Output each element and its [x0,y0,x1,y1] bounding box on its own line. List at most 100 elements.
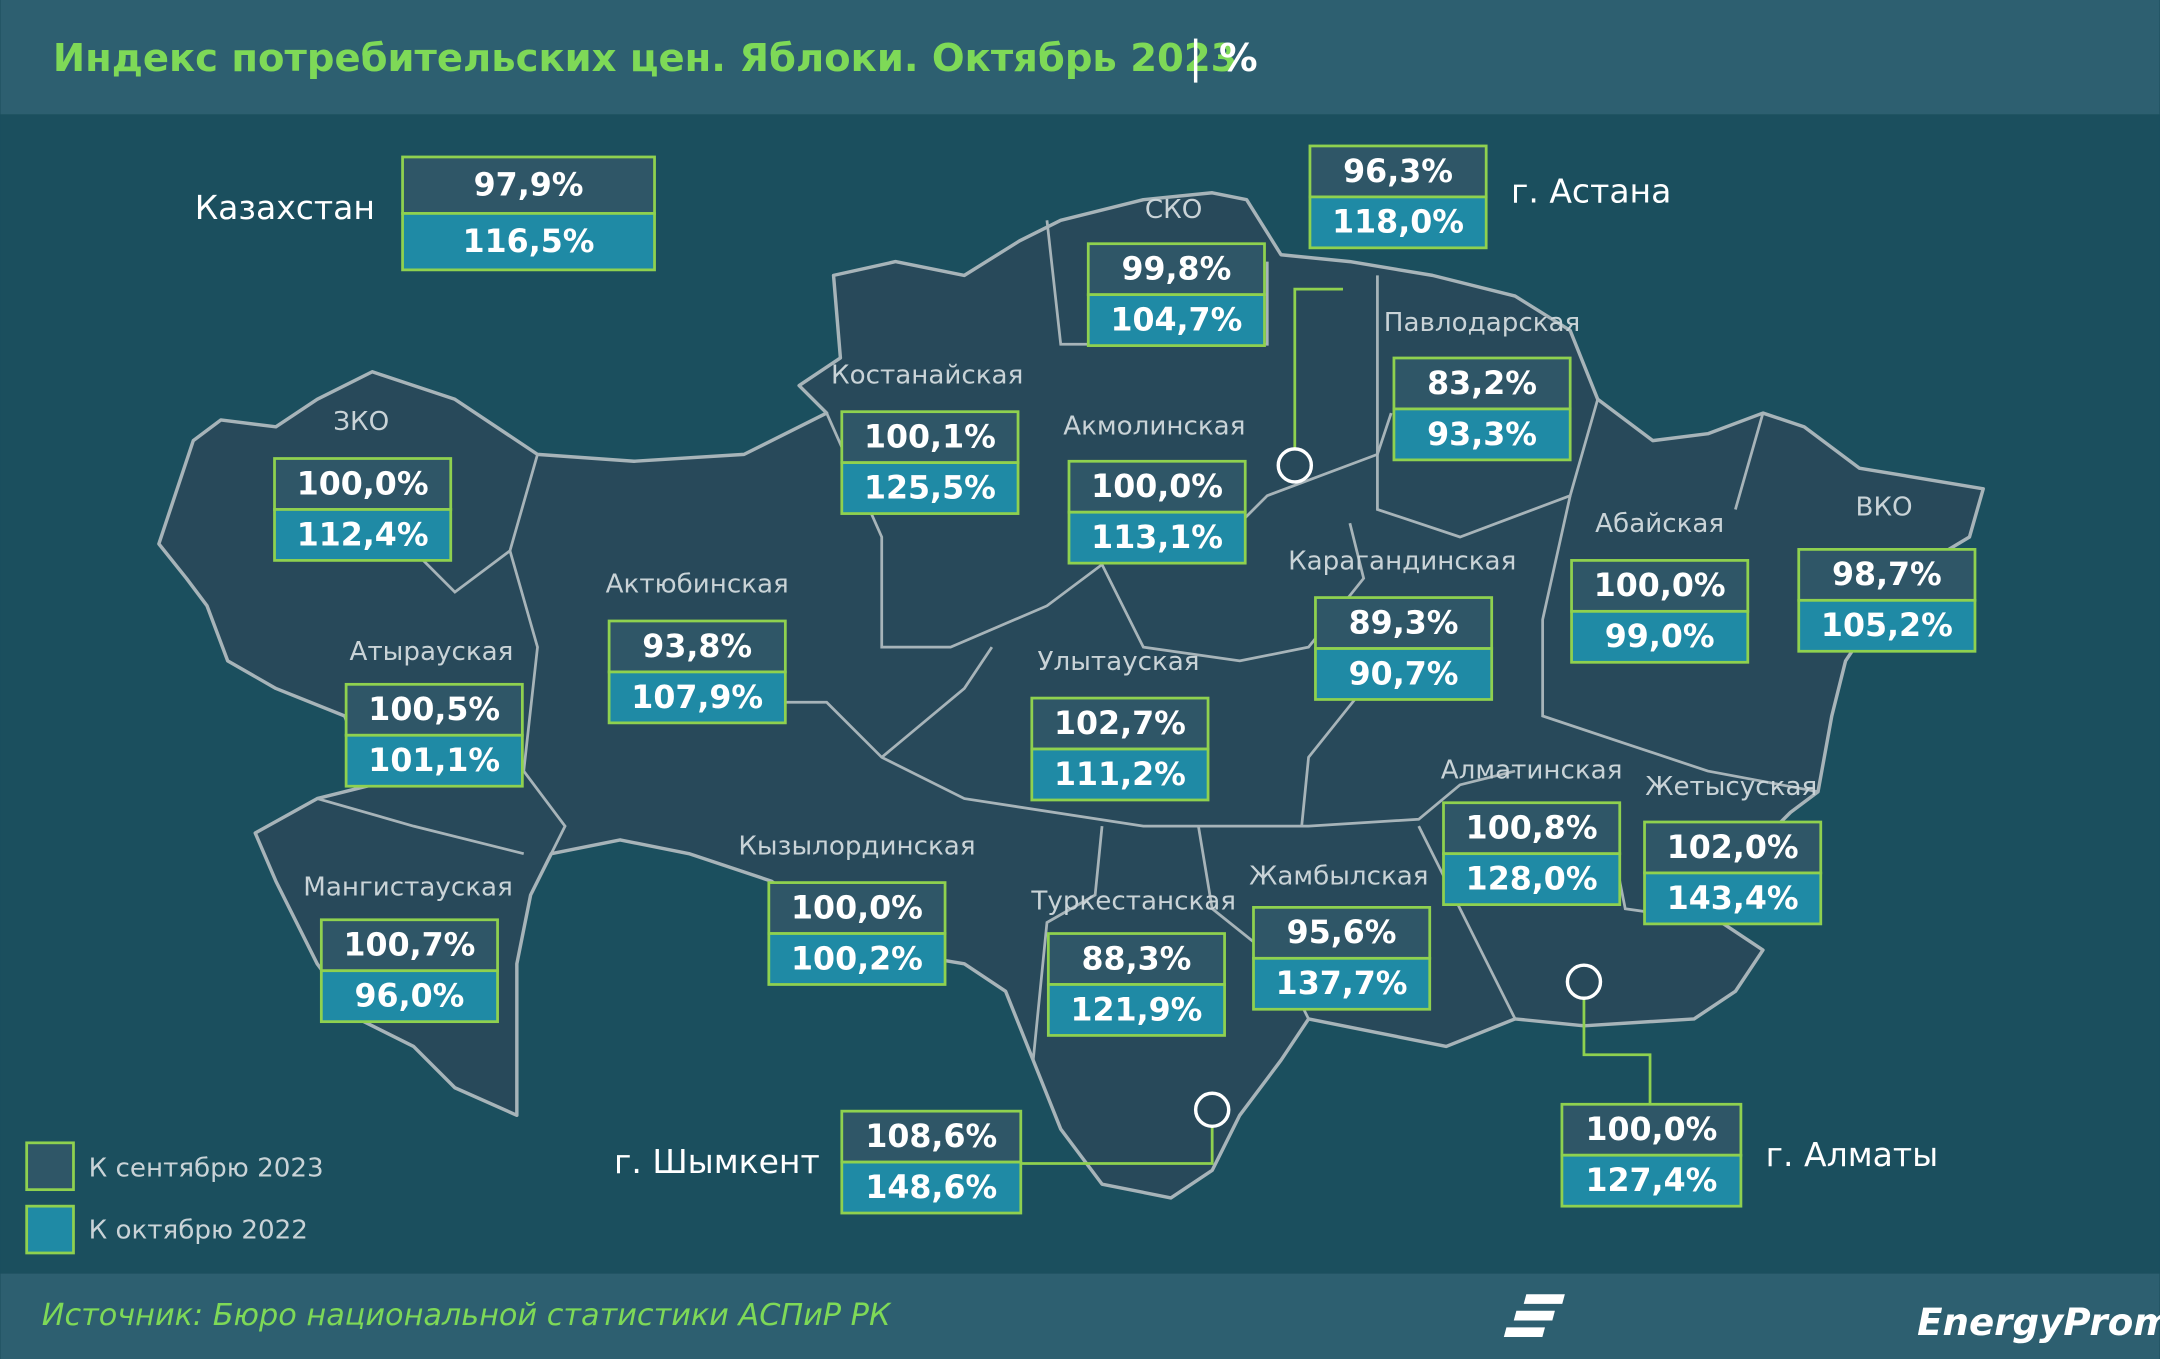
value-sep: 100,5% [368,692,500,728]
value-oct: 90,7% [1349,656,1459,692]
value-cell-sep [1308,144,1488,199]
value-sep: 100,0% [1091,469,1223,505]
value-oct: 127,4% [1585,1163,1717,1199]
footer-band [0,1273,2160,1359]
region-label: г. Алматы [1766,1135,1939,1174]
value-cell-sep [840,1109,1023,1164]
value-cell-oct [1643,871,1823,926]
value-cell-oct [1252,956,1432,1011]
value-cell-sep [1570,559,1750,613]
value-cell-oct [1308,195,1488,250]
value-cell-oct [1797,598,1977,653]
value-cell-oct [1067,510,1247,565]
value-cell-sep [1560,1102,1743,1157]
value-cell-sep [1030,696,1210,751]
value-cell-sep [1643,820,1823,875]
region-label: ЗКО [333,407,389,437]
value-cell-oct [401,212,656,272]
value-oct: 113,1% [1091,520,1223,556]
value-sep: 100,7% [344,928,476,964]
region-label: Улытауская [1038,647,1200,677]
city-markers [1193,447,1603,1129]
region-label: Абайская [1595,509,1724,539]
value-oct: 125,5% [864,470,996,506]
value-sep: 100,0% [1594,568,1726,604]
value-oct: 112,4% [297,517,429,553]
value-sep: 97,9% [474,168,584,204]
region-label: Актюбинская [606,570,789,600]
value-cell-sep [1442,801,1622,856]
header-band [0,0,2160,115]
value-cell-oct [1086,293,1266,347]
legend-label: К октябрю 2022 [89,1215,308,1245]
value-cell-oct [1442,852,1622,906]
region-label: г. Шымкент [614,1142,820,1181]
logo-icon [1503,1294,1565,1337]
value-oct: 111,2% [1054,757,1186,793]
legend-swatch-sep [25,1141,75,1192]
region-label: Костанайская [831,360,1023,390]
value-sep: 100,0% [1585,1112,1717,1148]
value-cell-oct [1560,1153,1743,1208]
value-cell-oct [1570,609,1750,664]
region-label: Алматинская [1441,756,1623,786]
value-cell-sep [1797,548,1977,602]
source: Источник: Бюро национальной статистики А… [42,1298,892,1333]
region-label: Акмолинская [1063,411,1245,441]
title: Индекс потребительских цен. Яблоки. Октя… [53,36,1238,81]
region-label: Мангистауская [303,873,513,903]
region-label: Жетысуская [1645,772,1817,802]
value-cell-oct [607,670,787,725]
value-sep: 89,3% [1349,605,1459,641]
value-oct: 137,7% [1276,966,1408,1002]
region-label: Атырауская [350,637,514,667]
value-cell-sep [1314,596,1494,650]
value-cell-oct [319,969,499,1024]
value-cell-sep [607,619,787,674]
region-label: Казахстан [195,188,375,227]
value-sep: 102,7% [1054,706,1186,742]
region-label: Жамбылская [1249,862,1428,892]
value-cell-sep [1086,242,1266,297]
value-oct: 96,0% [355,979,465,1015]
value-oct: 105,2% [1821,608,1953,644]
value-cell-oct [273,508,453,562]
value-cell-sep [840,410,1020,465]
value-oct: 93,3% [1427,417,1537,453]
value-cell-sep [344,682,524,737]
value-sep: 93,8% [642,629,752,665]
value-sep: 98,7% [1832,557,1942,593]
value-sep: 100,0% [791,890,923,926]
value-cell-oct [344,733,524,788]
value-oct: 99,0% [1605,619,1715,655]
value-cell-sep [1046,932,1226,986]
value-cell-oct [1392,407,1572,462]
value-oct: 143,4% [1667,881,1799,917]
value-cell-sep [319,918,499,973]
value-cell-sep [1252,906,1432,960]
region-label: ВКО [1856,493,1913,523]
value-sep: 100,0% [297,466,429,502]
region-label: Туркестанская [1030,886,1236,916]
value-sep: 88,3% [1082,941,1192,977]
value-oct: 116,5% [463,224,595,260]
value-oct: 100,2% [791,941,923,977]
value-oct: 118,0% [1332,205,1464,241]
value-cell-oct [840,461,1020,515]
value-sep: 99,8% [1121,252,1231,288]
legend-label: К сентябрю 2023 [89,1153,324,1183]
region-label: СКО [1145,195,1202,225]
value-oct: 107,9% [631,680,763,716]
value-cell-sep [401,155,656,215]
value-cell-oct [1314,647,1494,701]
value-oct: 128,0% [1466,862,1598,898]
value-sep: 102,0% [1667,830,1799,866]
value-cell-oct [1030,747,1210,802]
legend-swatch-oct [25,1204,75,1255]
logo: EnergyProm [1917,1300,2160,1344]
value-sep: 83,2% [1427,366,1537,402]
region-label: г. Астана [1511,171,1671,210]
region-label: Павлодарская [1384,308,1581,338]
value-sep: 95,6% [1287,915,1397,951]
